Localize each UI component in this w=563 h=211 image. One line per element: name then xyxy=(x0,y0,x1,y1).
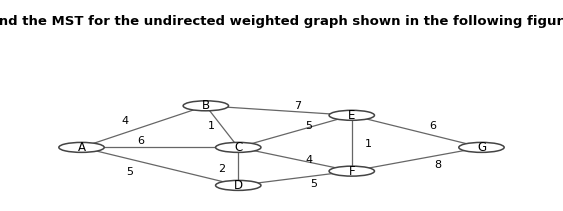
Text: 5: 5 xyxy=(305,121,312,131)
Text: B: B xyxy=(202,99,210,112)
Text: G: G xyxy=(477,141,486,154)
Circle shape xyxy=(183,101,229,111)
Circle shape xyxy=(59,142,104,152)
Text: D: D xyxy=(234,179,243,192)
Text: 2: 2 xyxy=(218,164,226,174)
Text: 4: 4 xyxy=(121,116,128,126)
Circle shape xyxy=(216,142,261,152)
Circle shape xyxy=(329,110,374,120)
Text: 8: 8 xyxy=(435,160,442,170)
Circle shape xyxy=(329,166,374,176)
Text: 7: 7 xyxy=(294,101,301,111)
Text: 4: 4 xyxy=(305,156,312,165)
Text: 1: 1 xyxy=(364,139,372,149)
Text: C: C xyxy=(234,141,243,154)
Text: 6: 6 xyxy=(137,137,145,146)
Text: E: E xyxy=(348,109,355,122)
Text: F: F xyxy=(348,165,355,178)
Text: 1: 1 xyxy=(208,121,215,131)
Text: Find the MST for the undirected weighted graph shown in the following figure.: Find the MST for the undirected weighted… xyxy=(0,15,563,28)
Circle shape xyxy=(216,180,261,190)
Text: 5: 5 xyxy=(127,167,133,177)
Text: A: A xyxy=(78,141,86,154)
Circle shape xyxy=(459,142,504,152)
Text: 5: 5 xyxy=(310,179,318,189)
Text: 6: 6 xyxy=(430,121,436,131)
